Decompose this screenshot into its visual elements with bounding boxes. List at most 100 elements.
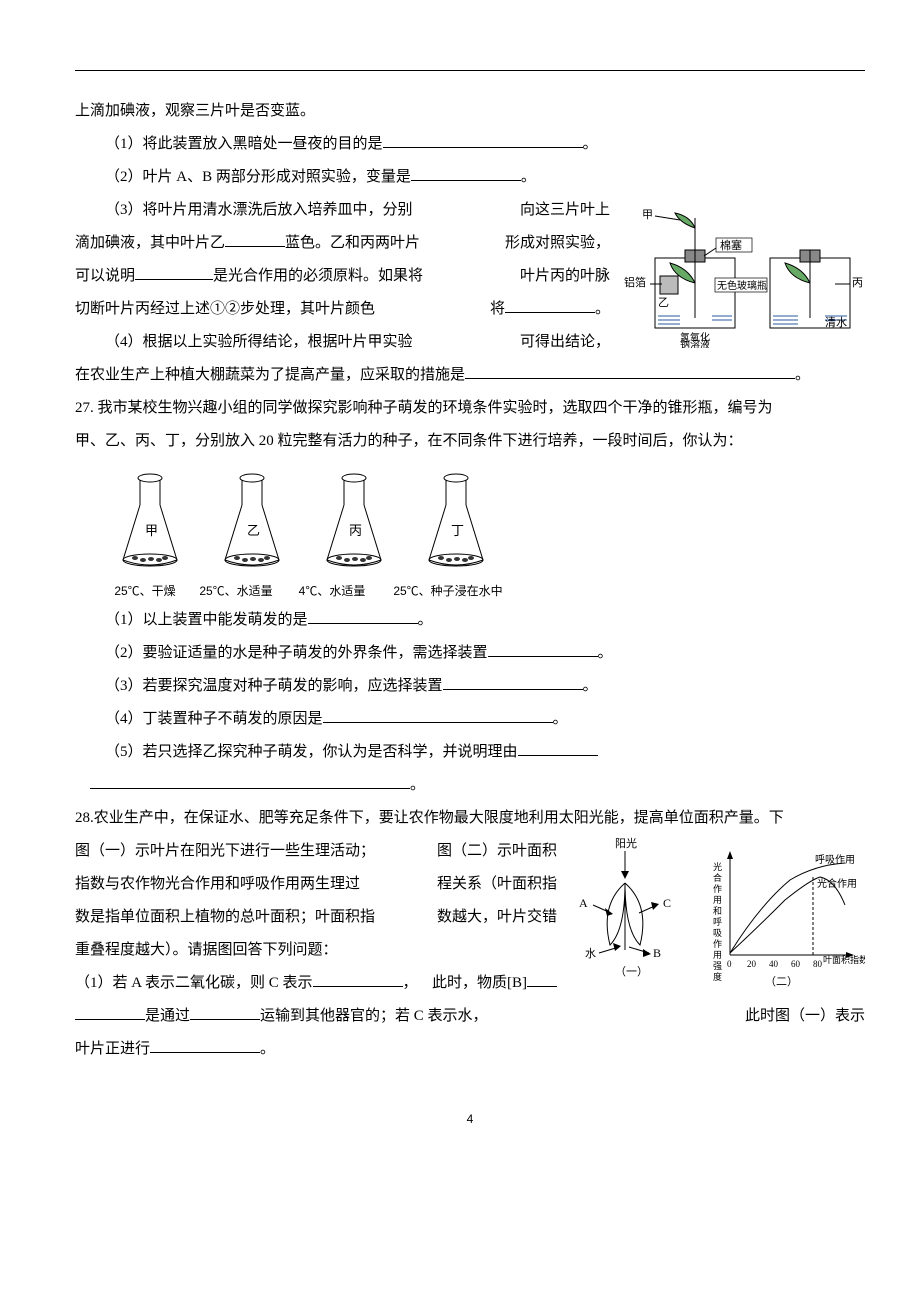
blank — [505, 297, 595, 313]
blank — [150, 1037, 260, 1053]
blank — [90, 773, 410, 789]
svg-text:无色玻璃瓶: 无色玻璃瓶 — [717, 279, 767, 292]
period: 。 — [260, 1041, 275, 1057]
svg-text:丙: 丙 — [852, 277, 863, 289]
text: （1）若 A 表示二氧化碳，则 C 表示 — [75, 975, 313, 991]
q27-1: （1）以上装置中能发萌发的是。 — [75, 604, 865, 637]
text: 切断叶片丙经过上述①②步处理，其叶片颜色 — [75, 301, 375, 317]
figure-26: 甲 棉塞 棉塞 铝箔 乙 无色玻璃瓶 丙 氢氧化 钠溶液 清水 — [620, 198, 865, 348]
text: （5）若只选择乙探究种子萌发，你认为是否科学，并说明理由 — [105, 744, 518, 760]
q26-1-text: （1）将此装置放入黑暗处一昼夜的目的是 — [105, 136, 383, 152]
text: 是光合作用的必须原料。如果将 — [213, 268, 423, 284]
cap-jia: 25℃、干燥 — [105, 578, 185, 604]
blank — [190, 1004, 260, 1020]
svg-text:C: C — [663, 896, 671, 910]
period: 。 — [553, 711, 568, 727]
text: 数是指单位面积上植物的总叶面积；叶面积指 — [75, 909, 375, 925]
period: 。 — [418, 612, 433, 628]
svg-text:合: 合 — [713, 872, 722, 883]
intro-line: 上滴加碘液，观察三片叶是否变蓝。 — [75, 95, 865, 128]
svg-text:20: 20 — [747, 959, 757, 969]
text: 叶片丙的叶脉 — [520, 268, 610, 284]
text: （4）根据以上实验所得结论，根据叶片甲实验 — [105, 334, 413, 350]
text: 滴加碘液，其中叶片乙 — [75, 235, 225, 251]
period: 。 — [583, 136, 598, 152]
blank — [411, 165, 521, 181]
svg-text:（二）: （二） — [765, 975, 798, 988]
flask-bing: 丙 — [319, 470, 389, 570]
svg-text:作: 作 — [713, 938, 722, 949]
q27-stem1: 27. 我市某校生物兴趣小组的同学做探究影响种子萌发的环境条件实验时，选取四个干… — [75, 392, 865, 425]
text: 数越大，叶片交错 — [437, 909, 557, 925]
svg-text:吸: 吸 — [713, 928, 722, 938]
q27-5: （5）若只选择乙探究种子萌发，你认为是否科学，并说明理由 — [75, 736, 865, 769]
text: 将 — [490, 301, 505, 317]
blank — [527, 971, 557, 987]
period: 。 — [595, 301, 610, 317]
svg-text:水: 水 — [585, 947, 596, 960]
q27-5-line2: 。 — [75, 769, 865, 802]
svg-text:（一）: （一） — [615, 965, 648, 978]
q27-3: （3）若要探究温度对种子萌发的影响，应选择装置。 — [75, 670, 865, 703]
svg-text:作: 作 — [713, 883, 722, 894]
text: 运输到其他器官的；若 C 表示水， — [260, 1008, 488, 1024]
q27-4: （4）丁装置种子不萌发的原因是 。 — [75, 703, 865, 736]
svg-text:B: B — [653, 946, 661, 960]
cap-yi: 25℃、水适量 — [191, 578, 281, 604]
svg-text:铝箔: 铝箔 — [624, 275, 646, 289]
svg-text:A: A — [579, 896, 588, 910]
q26-1: （1）将此装置放入黑暗处一昼夜的目的是 。 — [75, 128, 865, 161]
svg-text:清水: 清水 — [825, 316, 847, 329]
svg-text:甲: 甲 — [145, 523, 158, 538]
blank — [135, 264, 213, 280]
text: 图（一）示叶片在阳光下进行一些生理活动； — [75, 843, 375, 859]
flask-row: 甲 乙 丙 丁 — [75, 470, 865, 570]
text: 可以说明 — [75, 268, 135, 284]
svg-text:呼吸作用: 呼吸作用 — [815, 854, 855, 866]
text: 蓝色。乙和丙两叶片 — [285, 235, 420, 251]
blank — [323, 707, 553, 723]
q28-stem: 28.农业生产中，在保证水、肥等充足条件下，要让农作物最大限度地利用太阳光能，提… — [75, 802, 865, 835]
period: 。 — [795, 367, 810, 383]
cap-ding: 25℃、种子浸在水中 — [383, 578, 513, 604]
text: 向这三片叶上 — [520, 202, 610, 218]
svg-text:丁: 丁 — [451, 523, 464, 538]
text: 在农业生产上种植大棚蔬菜为了提高产量，应采取的措施是 — [75, 367, 465, 383]
text: 图（二）示叶面积 — [437, 843, 557, 859]
blank — [465, 363, 795, 379]
text: 形成对照实验， — [505, 235, 610, 251]
page-number: 4 — [75, 1106, 865, 1132]
text: 重叠程度越大）。请据图回答下列问题： — [75, 942, 338, 958]
blank — [443, 674, 583, 690]
svg-text:甲: 甲 — [642, 209, 653, 221]
blank — [225, 231, 285, 247]
blank — [75, 1004, 145, 1020]
svg-text:60: 60 — [791, 959, 801, 969]
svg-text:度: 度 — [713, 971, 722, 982]
svg-text:乙: 乙 — [247, 523, 260, 538]
svg-text:叶面积指数: 叶面积指数 — [823, 954, 865, 965]
flask-jia: 甲 — [115, 470, 185, 570]
svg-text:0: 0 — [727, 959, 732, 969]
figure-28: 阳光 A C 水 B （一） 光 合 作 — [565, 835, 865, 995]
flask-ding: 丁 — [421, 470, 491, 570]
svg-text:用: 用 — [713, 950, 722, 960]
svg-text:阳光: 阳光 — [615, 836, 637, 850]
svg-text:乙: 乙 — [658, 296, 669, 309]
svg-text:用: 用 — [713, 895, 722, 905]
text: 此时图（一）表示 — [745, 1008, 865, 1024]
flask-captions: 25℃、干燥 25℃、水适量 4℃、水适量 25℃、种子浸在水中 — [75, 578, 865, 604]
svg-text:棉塞: 棉塞 — [720, 238, 742, 252]
q26-4b: 在农业生产上种植大棚蔬菜为了提高产量，应采取的措施是 。 — [75, 359, 865, 392]
q27-2: （2）要验证适量的水是种子萌发的外界条件，需选择装置 。 — [75, 637, 865, 670]
period: 。 — [521, 169, 536, 185]
svg-text:和: 和 — [713, 906, 722, 916]
text: （2）要验证适量的水是种子萌发的外界条件，需选择装置 — [105, 645, 488, 661]
q27-stem2: 甲、乙、丙、丁，分别放入 20 粒完整有活力的种子，在不同条件下进行培养，一段时… — [75, 425, 865, 458]
period: 。 — [598, 645, 613, 661]
period: 。 — [410, 777, 425, 793]
svg-text:强: 强 — [713, 961, 722, 971]
svg-text:40: 40 — [769, 959, 779, 969]
text: （4）丁装置种子不萌发的原因是 — [105, 711, 323, 727]
text: ， — [403, 975, 418, 991]
